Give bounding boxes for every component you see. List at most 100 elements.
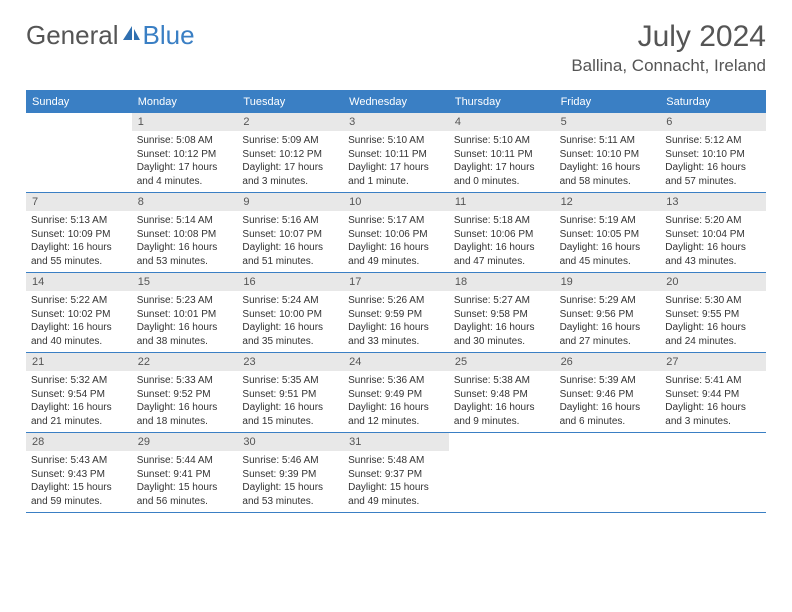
sunset-text: Sunset: 9:43 PM [31, 468, 127, 482]
daylight-text: Daylight: 16 hours and 18 minutes. [137, 401, 233, 428]
header: General Blue July 2024 Ballina, Connacht… [0, 0, 792, 84]
sunrise-text: Sunrise: 5:48 AM [348, 454, 444, 468]
daylight-text: Daylight: 16 hours and 12 minutes. [348, 401, 444, 428]
day-info: Sunrise: 5:18 AMSunset: 10:06 PMDaylight… [449, 214, 555, 268]
daylight-text: Daylight: 16 hours and 43 minutes. [665, 241, 761, 268]
day-number: 11 [449, 193, 555, 211]
sunrise-text: Sunrise: 5:20 AM [665, 214, 761, 228]
daylight-text: Daylight: 17 hours and 0 minutes. [454, 161, 550, 188]
day-cell [660, 433, 766, 512]
day-cell: 9Sunrise: 5:16 AMSunset: 10:07 PMDayligh… [237, 193, 343, 272]
day-cell: 11 Sunrise: 5:18 AMSunset: 10:06 PMDaylig… [449, 193, 555, 272]
sunrise-text: Sunrise: 5:38 AM [454, 374, 550, 388]
week-row: 14Sunrise: 5:22 AMSunset: 10:02 PMDaylig… [26, 273, 766, 353]
day-number: 3 [343, 113, 449, 131]
calendar: Sunday Monday Tuesday Wednesday Thursday… [26, 90, 766, 513]
day-info: Sunrise: 5:08 AMSunset: 10:12 PMDaylight… [132, 134, 238, 188]
daylight-text: Daylight: 16 hours and 53 minutes. [137, 241, 233, 268]
sunrise-text: Sunrise: 5:23 AM [137, 294, 233, 308]
day-info: Sunrise: 5:22 AMSunset: 10:02 PMDaylight… [26, 294, 132, 348]
day-number: 12 [555, 193, 661, 211]
sunrise-text: Sunrise: 5:24 AM [242, 294, 338, 308]
day-info: Sunrise: 5:10 AMSunset: 10:11 PMDaylight… [449, 134, 555, 188]
sunset-text: Sunset: 9:59 PM [348, 308, 444, 322]
sunset-text: Sunset: 10:06 PM [454, 228, 550, 242]
day-cell: 25Sunrise: 5:38 AMSunset: 9:48 PMDayligh… [449, 353, 555, 432]
day-info: Sunrise: 5:20 AMSunset: 10:04 PMDaylight… [660, 214, 766, 268]
daylight-text: Daylight: 16 hours and 51 minutes. [242, 241, 338, 268]
sunset-text: Sunset: 9:41 PM [137, 468, 233, 482]
sunset-text: Sunset: 9:51 PM [242, 388, 338, 402]
sunrise-text: Sunrise: 5:19 AM [560, 214, 656, 228]
day-info: Sunrise: 5:17 AMSunset: 10:06 PMDaylight… [343, 214, 449, 268]
day-number: 14 [26, 273, 132, 291]
day-cell [555, 433, 661, 512]
day-number: 24 [343, 353, 449, 371]
day-cell: 30Sunrise: 5:46 AMSunset: 9:39 PMDayligh… [237, 433, 343, 512]
sunrise-text: Sunrise: 5:36 AM [348, 374, 444, 388]
day-number: 18 [449, 273, 555, 291]
day-info: Sunrise: 5:12 AMSunset: 10:10 PMDaylight… [660, 134, 766, 188]
day-number: 1 [132, 113, 238, 131]
day-cell: 20Sunrise: 5:30 AMSunset: 9:55 PMDayligh… [660, 273, 766, 352]
day-cell: 1 Sunrise: 5:08 AMSunset: 10:12 PMDayligh… [132, 113, 238, 192]
sunset-text: Sunset: 10:12 PM [242, 148, 338, 162]
day-number: 26 [555, 353, 661, 371]
week-row: 28 Sunrise: 5:43 AMSunset: 9:43 PMDayligh… [26, 433, 766, 513]
sunset-text: Sunset: 9:54 PM [31, 388, 127, 402]
day-cell: 3 Sunrise: 5:10 AMSunset: 10:11 PMDayligh… [343, 113, 449, 192]
day-cell: 24 Sunrise: 5:36 AMSunset: 9:49 PMDayligh… [343, 353, 449, 432]
day-info: Sunrise: 5:39 AMSunset: 9:46 PMDaylight:… [555, 374, 661, 428]
sunset-text: Sunset: 10:01 PM [137, 308, 233, 322]
sunrise-text: Sunrise: 5:09 AM [242, 134, 338, 148]
daylight-text: Daylight: 16 hours and 58 minutes. [560, 161, 656, 188]
daylight-text: Daylight: 16 hours and 24 minutes. [665, 321, 761, 348]
day-number: 13 [660, 193, 766, 211]
day-info: Sunrise: 5:35 AMSunset: 9:51 PMDaylight:… [237, 374, 343, 428]
day-cell [449, 433, 555, 512]
daylight-text: Daylight: 16 hours and 47 minutes. [454, 241, 550, 268]
day-cell: 13 Sunrise: 5:20 AMSunset: 10:04 PMDaylig… [660, 193, 766, 272]
day-number: 25 [449, 353, 555, 371]
day-cell: 29Sunrise: 5:44 AMSunset: 9:41 PMDayligh… [132, 433, 238, 512]
daylight-text: Daylight: 16 hours and 15 minutes. [242, 401, 338, 428]
daylight-text: Daylight: 16 hours and 57 minutes. [665, 161, 761, 188]
sunset-text: Sunset: 10:02 PM [31, 308, 127, 322]
day-header: Tuesday [237, 92, 343, 113]
sunset-text: Sunset: 9:49 PM [348, 388, 444, 402]
logo-text-2: Blue [143, 20, 195, 51]
day-info: Sunrise: 5:10 AMSunset: 10:11 PMDaylight… [343, 134, 449, 188]
sunset-text: Sunset: 10:06 PM [348, 228, 444, 242]
day-header: Monday [132, 92, 238, 113]
day-cell: 19Sunrise: 5:29 AMSunset: 9:56 PMDayligh… [555, 273, 661, 352]
sunrise-text: Sunrise: 5:10 AM [454, 134, 550, 148]
day-header: Thursday [449, 92, 555, 113]
sunrise-text: Sunrise: 5:22 AM [31, 294, 127, 308]
day-info: Sunrise: 5:19 AMSunset: 10:05 PMDaylight… [555, 214, 661, 268]
month-title: July 2024 [571, 20, 766, 54]
sunset-text: Sunset: 10:07 PM [242, 228, 338, 242]
day-info: Sunrise: 5:43 AMSunset: 9:43 PMDaylight:… [26, 454, 132, 508]
day-info: Sunrise: 5:23 AMSunset: 10:01 PMDaylight… [132, 294, 238, 348]
daylight-text: Daylight: 17 hours and 3 minutes. [242, 161, 338, 188]
sunrise-text: Sunrise: 5:46 AM [242, 454, 338, 468]
sunset-text: Sunset: 9:44 PM [665, 388, 761, 402]
sunset-text: Sunset: 9:37 PM [348, 468, 444, 482]
sunset-text: Sunset: 9:55 PM [665, 308, 761, 322]
day-number: 28 [26, 433, 132, 451]
day-number: 20 [660, 273, 766, 291]
sunset-text: Sunset: 10:09 PM [31, 228, 127, 242]
sunset-text: Sunset: 10:10 PM [560, 148, 656, 162]
day-number: 22 [132, 353, 238, 371]
logo: General Blue [26, 20, 195, 51]
day-number: 8 [132, 193, 238, 211]
day-number: 10 [343, 193, 449, 211]
day-number: 16 [237, 273, 343, 291]
day-info: Sunrise: 5:46 AMSunset: 9:39 PMDaylight:… [237, 454, 343, 508]
day-cell: 31Sunrise: 5:48 AMSunset: 9:37 PMDayligh… [343, 433, 449, 512]
day-cell: 26 Sunrise: 5:39 AMSunset: 9:46 PMDayligh… [555, 353, 661, 432]
day-number: 15 [132, 273, 238, 291]
day-info: Sunrise: 5:36 AMSunset: 9:49 PMDaylight:… [343, 374, 449, 428]
location: Ballina, Connacht, Ireland [571, 56, 766, 76]
sunset-text: Sunset: 10:05 PM [560, 228, 656, 242]
